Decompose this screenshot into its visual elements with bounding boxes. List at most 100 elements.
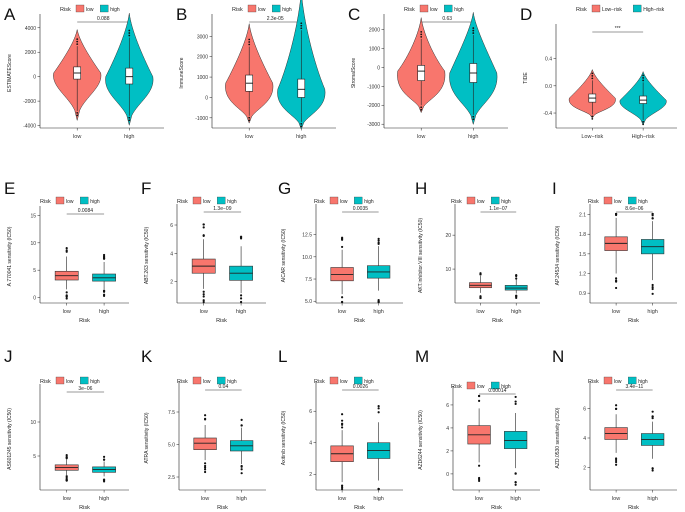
legend-key-0 — [591, 4, 601, 13]
y-axis-label: TIDE — [523, 72, 529, 84]
panel-c: C Risk low high 2000 1000 0 -1000 -2000 -3000 Stro… — [348, 4, 508, 140]
outlier-point — [128, 119, 131, 122]
outlier-point — [341, 419, 344, 422]
outlier-point — [615, 407, 618, 410]
outlier-point — [341, 296, 344, 299]
y-tick-label: 12.5 — [302, 233, 312, 239]
legend-title: Risk — [588, 199, 599, 205]
x-tick-label: low — [612, 496, 620, 502]
y-tick-label: 4000 — [25, 26, 36, 32]
y-tick-label: 7.5 — [168, 410, 175, 416]
outlier-point — [514, 472, 517, 475]
legend-key-1 — [354, 196, 363, 205]
outlier-point — [615, 280, 618, 283]
outlier-point — [202, 295, 205, 298]
outlier-point — [76, 114, 79, 117]
outlier-point — [472, 118, 475, 121]
outlier-point — [377, 411, 380, 414]
outlier-point — [76, 38, 79, 41]
outlier-point — [642, 79, 645, 82]
legend-key-1 — [217, 196, 226, 205]
x-tick-label: low — [612, 309, 620, 315]
outlier-point — [514, 483, 517, 486]
y-tick-label: 0 — [446, 472, 449, 478]
x-axis-label: Risk — [354, 505, 365, 511]
outlier-point — [128, 34, 131, 37]
outlier-point — [341, 426, 344, 429]
outlier-point — [514, 400, 517, 403]
outlier-point — [102, 478, 106, 481]
p-value-label: 1.1e−07 — [489, 206, 507, 212]
box-low — [193, 437, 217, 450]
outlier-point — [65, 476, 68, 479]
p-value-label: 2.3e-05 — [267, 16, 284, 22]
y-tick-label: -4000 — [23, 124, 36, 130]
outlier-point — [239, 294, 243, 297]
outlier-point — [377, 407, 380, 410]
legend-key-0 — [55, 196, 65, 205]
x-tick-label: high — [99, 496, 109, 502]
outlier-point — [377, 405, 380, 408]
outlier-point — [642, 123, 645, 126]
outlier-point — [515, 294, 518, 297]
y-tick-label: 2000 — [369, 27, 380, 33]
outlier-point — [591, 72, 594, 75]
outlier-point — [204, 468, 207, 471]
x-tick-label: high — [296, 134, 306, 140]
legend-title: Risk — [404, 7, 415, 13]
outlier-point — [204, 462, 207, 465]
y-tick-label: 2000 — [25, 50, 36, 56]
legend-label: low — [86, 7, 94, 13]
p-value-label: 3e−06 — [78, 386, 92, 392]
outlier-point — [239, 237, 243, 240]
x-tick-label: high — [510, 496, 520, 502]
x-axis-label: Risk — [79, 318, 90, 324]
x-axis-label: Risk — [79, 505, 90, 511]
outlier-point — [478, 464, 481, 467]
outlier-point — [240, 464, 243, 468]
legend-key-0 — [419, 4, 429, 13]
outlier-point — [202, 293, 205, 296]
legend-label: high — [364, 199, 374, 205]
outlier-point — [478, 394, 481, 398]
outlier-point — [515, 277, 518, 280]
x-axis-label: Risk — [491, 505, 502, 511]
outlier-point — [248, 38, 251, 41]
outlier-point — [472, 27, 475, 29]
legend-key-0 — [55, 376, 65, 385]
p-value-label: 1.3e−09 — [213, 206, 231, 212]
legend-title: Risk — [576, 7, 587, 13]
legend-label: high — [638, 379, 648, 385]
x-tick-label: high — [647, 496, 657, 502]
y-tick-label: -3000 — [367, 122, 380, 128]
box-low — [417, 65, 426, 81]
legend-key-0 — [466, 381, 476, 390]
y-tick-label: 2 — [170, 280, 173, 286]
outlier-point — [202, 234, 205, 238]
y-tick-label: 10 — [30, 241, 36, 247]
outlier-point — [377, 487, 380, 491]
outlier-point — [472, 29, 475, 32]
y-tick-label: 6 — [170, 223, 173, 229]
outlier-point — [478, 476, 481, 480]
y-axis-label: ESTIMATEScore — [7, 54, 13, 92]
legend-key-1 — [80, 376, 89, 385]
outlier-point — [248, 116, 251, 119]
outlier-point — [478, 479, 481, 483]
y-axis-label: ABT.263 sensitivity (IC50) — [144, 227, 150, 285]
panel-k: K Risk low high 7.5 5.0 2.5 ATRA sensitivity (I… — [141, 347, 266, 511]
outlier-point — [651, 217, 654, 220]
outlier-point — [472, 115, 475, 118]
panel-letter: E — [4, 179, 15, 198]
y-tick-label: 2.5 — [168, 475, 175, 481]
outlier-point — [514, 395, 517, 399]
outlier-point — [651, 212, 654, 216]
outlier-point — [651, 415, 654, 418]
outlier-point — [204, 414, 207, 417]
outlier-point — [128, 29, 131, 32]
outlier-point — [102, 480, 106, 483]
y-tick-label: 1.5 — [579, 252, 586, 258]
y-axis-label: ATRA sensitivity (IC50) — [144, 412, 150, 463]
legend-label: high — [90, 199, 100, 205]
y-tick-label: 0.9 — [579, 291, 586, 297]
